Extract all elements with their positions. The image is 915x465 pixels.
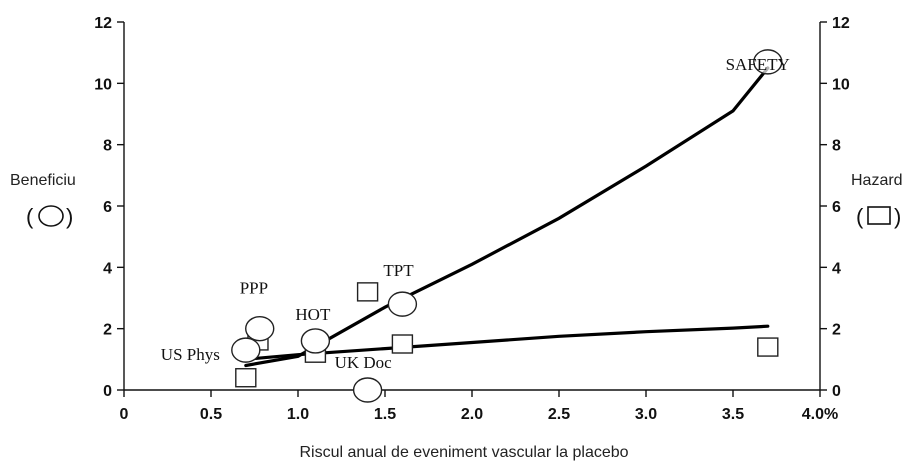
benefit-point [387,291,418,317]
hazard-point [356,282,379,302]
x-tick-label: 0 [120,406,129,423]
right-y-tick-label: 4 [832,260,841,277]
study-label: TPT [383,261,414,280]
left-y-tick-label: 8 [103,138,112,155]
benefit-point [231,337,261,363]
x-tick-label: 1.5 [374,406,396,423]
x-tick-label: 1.0 [287,406,309,423]
x-tick-label: 2.5 [548,406,570,423]
benefit-point [245,315,275,342]
x-tick-label: 4.0% [802,406,838,423]
x-tick-label: 3.0 [635,406,657,423]
study-label: PPP [240,279,268,298]
x-axis-title: Riscul anual de eveniment vascular la pl… [299,444,628,461]
left-axis-title: Beneficiu [10,172,76,189]
hazard-point [235,368,257,388]
study-label: US Phys [161,345,220,364]
right-y-tick-label: 0 [832,383,841,400]
x-tick-label: 2.0 [461,406,483,423]
right-symbol-open: ( [856,204,864,229]
left-y-tick-label: 2 [103,322,112,339]
left-symbol-close: ) [66,204,73,229]
x-tick-label: 0.5 [200,406,222,423]
right-y-tick-label: 2 [832,322,841,339]
left-axis-symbol: ( ) [26,204,73,229]
right-y-tick-label: 12 [832,15,850,32]
study-label: HOT [295,305,331,324]
square-marker-icon [867,206,891,225]
right-axis-symbol: ( ) [856,204,901,229]
hazard-point [757,337,779,357]
left-y-tick-label: 10 [94,76,112,93]
right-symbol-close: ) [894,204,901,229]
left-y-tick-label: 6 [103,199,112,216]
right-y-tick-label: 8 [832,138,841,155]
x-tick-label: 3.5 [722,406,744,423]
left-y-tick-label: 0 [103,383,112,400]
benefit-point [352,377,383,403]
left-y-tick-label: 4 [103,260,112,277]
circle-marker-icon [38,205,64,227]
study-label: UK Doc [335,353,393,372]
benefit-point [300,328,331,354]
right-y-tick-label: 10 [832,76,850,93]
benefit-point [753,49,783,75]
hazard-point [391,334,414,354]
right-y-tick-label: 6 [832,199,841,216]
study-label: SAFETY [726,55,790,74]
left-y-tick-label: 12 [94,15,112,32]
left-symbol-open: ( [26,204,34,229]
right-axis-title: Hazard [851,172,903,189]
